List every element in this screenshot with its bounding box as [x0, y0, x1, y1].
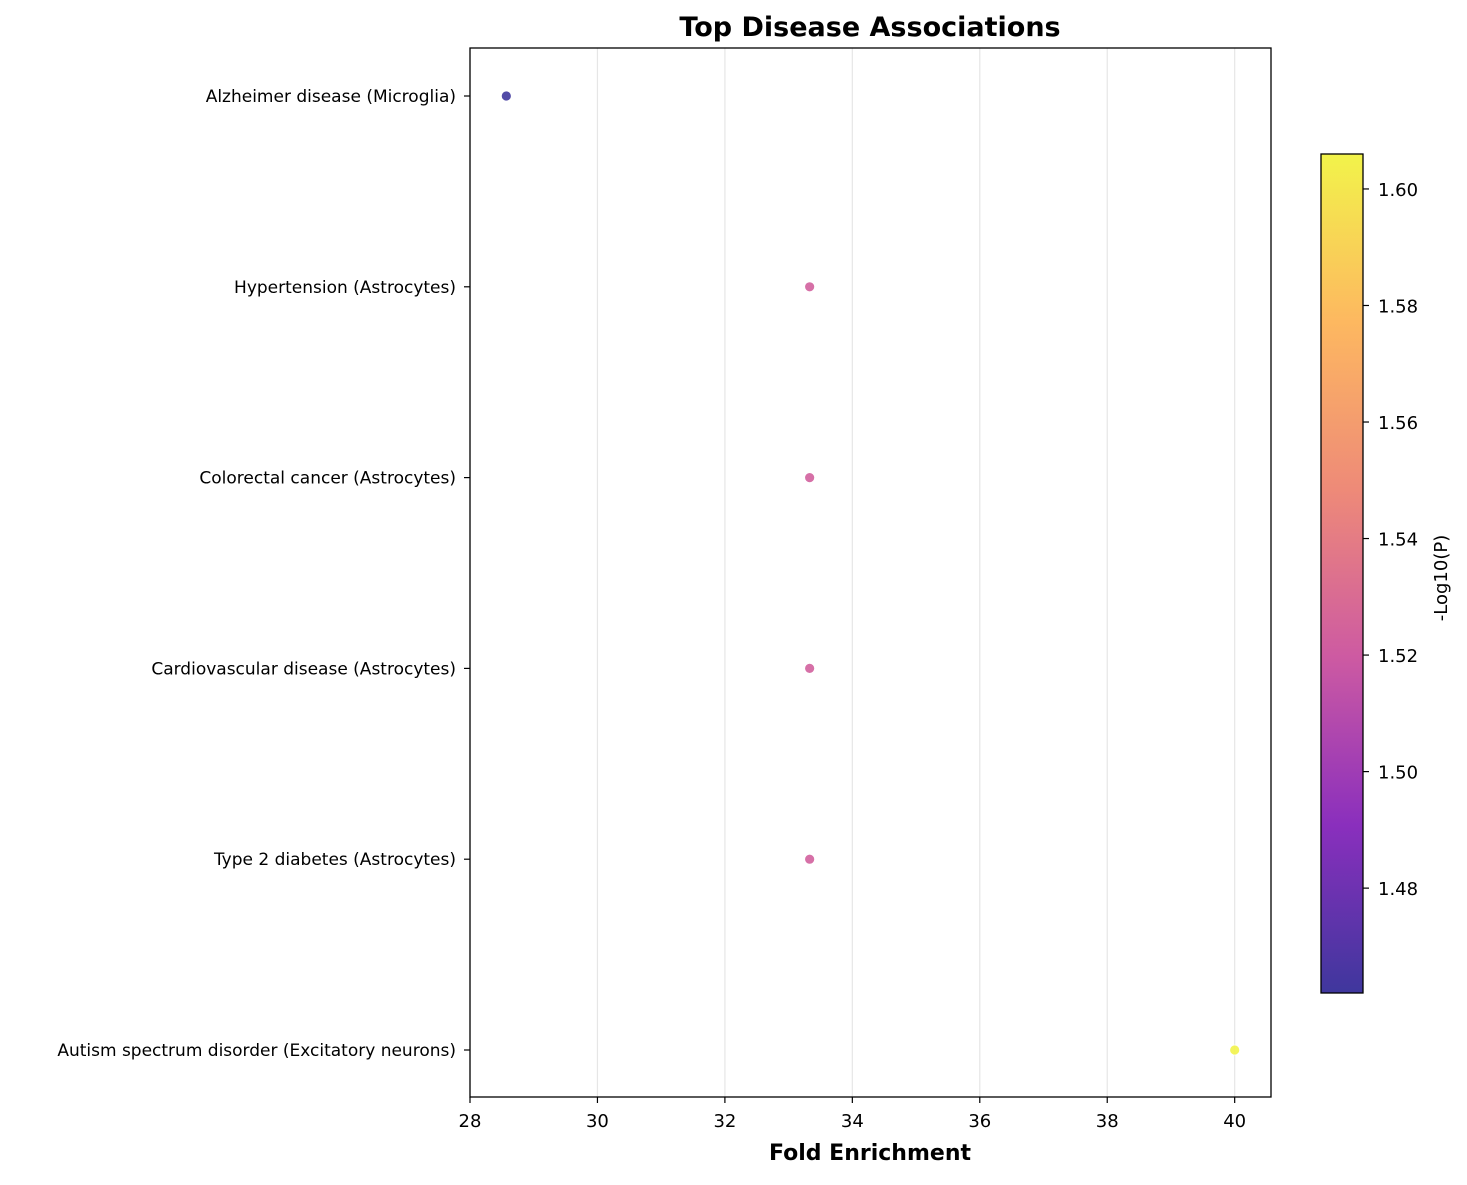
x-axis-title: Fold Enrichment: [769, 1141, 971, 1166]
colorbar: 1.48 1.50 1.52 1.54 1.56 1.58 1.60: [1320, 153, 1418, 994]
data-points: [500, 90, 1241, 1056]
data-point: [500, 90, 512, 102]
y-category-label: Hypertension (Astrocytes): [234, 278, 456, 298]
colorbar-tick-label: 1.48: [1378, 879, 1418, 900]
data-point: [804, 281, 816, 293]
colorbar-tick-label: 1.56: [1378, 413, 1418, 434]
data-point: [804, 472, 816, 484]
x-axis: 28 30 32 34 36 38 40: [459, 1097, 1246, 1132]
data-point: [1229, 1044, 1241, 1056]
colorbar-tick-label: 1.54: [1378, 530, 1418, 551]
grid-lines: [469, 48, 1236, 1097]
y-category-label: Cardiovascular disease (Astrocytes): [151, 659, 456, 679]
y-category-label: Alzheimer disease (Microglia): [206, 87, 456, 107]
data-point: [804, 663, 816, 674]
x-tick-label: 40: [1223, 1111, 1246, 1132]
x-tick-label: 32: [713, 1111, 736, 1132]
x-tick-label: 30: [586, 1111, 609, 1132]
x-tick-label: 34: [841, 1111, 864, 1132]
colorbar-tick-label: 1.58: [1378, 296, 1418, 317]
x-tick-label: 28: [459, 1111, 482, 1132]
colorbar-tick-label: 1.52: [1378, 646, 1418, 667]
chart-title: Top Disease Associations: [679, 12, 1060, 43]
x-tick-label: 36: [968, 1111, 991, 1132]
colorbar-tick-label: 1.50: [1378, 763, 1418, 784]
data-point: [804, 853, 816, 865]
y-category-label: Type 2 diabetes (Astrocytes): [213, 850, 456, 870]
colorbar-label: -Log10(P): [1431, 535, 1452, 621]
colorbar-tick-label: 1.60: [1378, 180, 1418, 201]
y-axis: Alzheimer disease (Microglia) Hypertensio…: [57, 87, 470, 1061]
x-tick-label: 38: [1096, 1111, 1119, 1132]
y-category-label: Colorectal cancer (Astrocytes): [199, 469, 456, 489]
plot-area-frame: [469, 47, 1272, 1098]
colorbar-gradient: [1320, 153, 1364, 994]
y-category-label: Autism spectrum disorder (Excitatory neu…: [57, 1041, 456, 1061]
